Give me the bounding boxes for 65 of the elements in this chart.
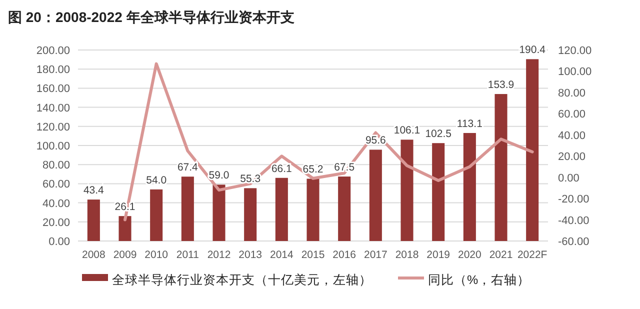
y-tick-label: 200.00 [36, 45, 70, 57]
y2-tick-label: 120.00 [558, 45, 592, 57]
y-tick-label: 180.00 [36, 64, 70, 76]
chart-title: 图 20：2008-2022 年全球半导体行业资本开支 [8, 9, 294, 25]
x-tick-label: 2012 [207, 249, 231, 261]
bar [526, 59, 539, 241]
legend-label: 同比（%，右轴） [428, 273, 530, 287]
x-tick-label: 2013 [238, 249, 262, 261]
x-tick-label: 2010 [144, 249, 168, 261]
y-tick-label: 100.00 [36, 140, 70, 152]
y2-tick-label: 20.00 [558, 151, 586, 164]
bar [400, 140, 414, 241]
bar [181, 176, 194, 241]
bar [87, 200, 100, 241]
y-tick-label: 140.00 [36, 102, 70, 114]
y2-tick-label: 60.00 [558, 108, 586, 121]
bar [432, 143, 445, 241]
data-label: 65.2 [302, 164, 324, 176]
y2-tick-label: -60.00 [558, 236, 590, 248]
data-label: 67.4 [177, 162, 198, 174]
x-tick-label: 2016 [332, 249, 356, 261]
bar [150, 189, 163, 241]
y-tick-label: 80.00 [42, 160, 70, 172]
x-tick-label: 2009 [113, 249, 137, 261]
y-tick-label: 0.00 [48, 236, 70, 248]
y2-tick-label: 100.00 [558, 66, 592, 78]
x-tick-label: 2011 [176, 249, 200, 261]
y-tick-label: 60.00 [42, 178, 70, 191]
bar [212, 184, 226, 241]
y2-tick-label: -40.00 [558, 214, 590, 227]
y-tick-label: 40.00 [42, 198, 70, 210]
data-label: 113.1 [456, 118, 483, 130]
x-tick-label: 2018 [395, 249, 419, 261]
bar [275, 178, 288, 241]
bar [118, 216, 132, 241]
x-tick-label: 2021 [489, 249, 513, 261]
y2-tick-label: -20.00 [558, 194, 590, 206]
bar [494, 94, 508, 241]
data-label: 59.0 [208, 170, 230, 182]
data-label: 153.9 [488, 79, 514, 92]
x-tick-label: 2008 [82, 249, 106, 261]
x-tick-label: 2017 [364, 249, 388, 261]
bar [338, 176, 351, 241]
y-tick-label: 120.00 [36, 121, 70, 134]
legend-label: 全球半导体行业资本开支（十亿美元，左轴） [112, 272, 372, 287]
bar [369, 150, 382, 241]
x-tick-label: 2014 [270, 249, 294, 261]
x-tick-label: 2015 [301, 249, 325, 261]
data-label: 66.1 [271, 162, 292, 175]
y2-tick-label: 0.00 [558, 172, 580, 184]
data-label: 43.4 [83, 184, 104, 197]
x-tick-label: 2020 [458, 249, 482, 261]
x-tick-label: 2019 [426, 249, 450, 261]
x-tick-label: 2022F [517, 249, 548, 261]
y2-tick-label: 40.00 [558, 130, 586, 142]
data-label: 106.1 [394, 124, 420, 137]
bar [306, 178, 320, 241]
bar [244, 188, 257, 241]
y-tick-label: 20.00 [42, 216, 70, 229]
data-label: 190.4 [519, 44, 546, 56]
data-label: 102.5 [425, 128, 452, 140]
data-label: 54.0 [146, 174, 167, 186]
y-tick-label: 160.00 [36, 83, 70, 96]
y2-tick-label: 80.00 [558, 87, 586, 100]
bar [463, 132, 476, 241]
